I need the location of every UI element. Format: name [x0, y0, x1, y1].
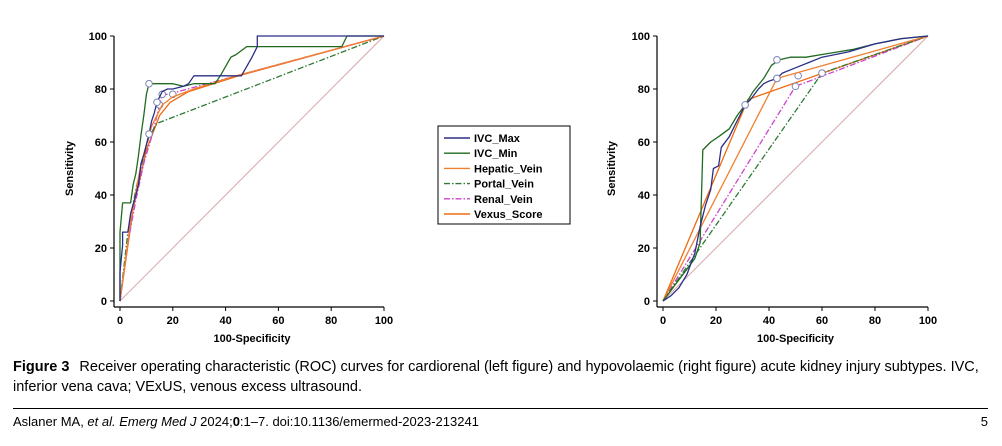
y-tick-label: 80	[95, 84, 107, 96]
series-ivc-max-cutoff-marker	[145, 130, 153, 138]
legend-box	[437, 125, 571, 225]
footer-etal: et al.	[87, 414, 116, 429]
x-axis-title: 100-Specificity	[213, 333, 291, 345]
legend-label-ivc-min: IVC_Min	[474, 148, 518, 160]
x-tick-label: 60	[272, 315, 284, 327]
caption-text: Receiver operating characteristic (ROC) …	[13, 359, 979, 395]
x-tick-label: 20	[167, 315, 179, 327]
series-ivc-min-line	[119, 35, 384, 301]
x-tick-label: 80	[325, 315, 337, 327]
y-tick-label: 60	[638, 137, 650, 149]
legend-label-vexus-score: Vexus_Score	[474, 209, 543, 221]
y-axis-title: Sensitivity	[64, 140, 76, 196]
y-tick-label: 0	[644, 296, 650, 308]
footer-rule	[13, 408, 988, 409]
series-renal-vein-line	[662, 35, 929, 302]
legend-label-hepatic-vein: Hepatic_Vein	[474, 163, 543, 175]
series-ivc-min-cutoff-marker	[145, 79, 153, 88]
footer-journal: Emerg Med J	[115, 414, 197, 429]
x-tick-label: 100	[919, 315, 937, 327]
footer-pages: :1–7. doi:10.1136/emermed-2023-213241	[239, 414, 479, 429]
y-tick-label: 20	[95, 243, 107, 255]
x-tick-label: 40	[763, 315, 775, 327]
y-tick-label: 60	[95, 137, 107, 149]
y-tick-label: 100	[632, 31, 650, 43]
series-ivc-min-cutoff-marker	[773, 56, 781, 64]
series-ivc-max-line	[119, 35, 384, 301]
series-ivc-max-line	[662, 35, 929, 302]
page-number: 5	[980, 414, 988, 429]
roc-chart-cardiorenal: 0 20 40 60 80 100 0 20 40 60 80 100 100-Specificity S…	[64, 31, 393, 345]
legend-label-renal-vein: Renal_Vein	[474, 194, 533, 206]
page-footer: Aslaner MA, et al. Emerg Med J 2024;0:1–…	[13, 414, 988, 429]
footer-volume: 0	[232, 414, 240, 429]
y-tick-label: 80	[638, 84, 650, 96]
series-portal-vein-cutoff-marker	[818, 69, 826, 77]
y-tick-label: 0	[101, 296, 107, 308]
footer-year: 2024;	[196, 414, 233, 429]
series-ivc-max-cutoff-marker	[773, 74, 781, 83]
x-tick-label: 60	[816, 315, 828, 327]
x-axis-title: 100-Specificity	[757, 333, 835, 345]
series-ivc-max-cutoff-marker	[153, 98, 161, 107]
reference-diagonal	[662, 35, 929, 302]
legend: IVC_Max IVC_Min Hepatic_Vein Portal_Vein Ren…	[437, 125, 571, 225]
y-tick-label: 40	[638, 190, 650, 202]
y-tick-label: 40	[95, 190, 107, 202]
x-tick-label: 0	[660, 315, 666, 327]
x-tick-label: 40	[219, 315, 231, 327]
series-ivc-min-line	[662, 35, 929, 302]
x-tick-label: 20	[710, 315, 722, 327]
figure-caption: Figure 3 Receiver operating characteristi…	[13, 357, 988, 397]
footer-author: Aslaner MA,	[13, 414, 88, 429]
x-tick-label: 80	[869, 315, 881, 327]
roc-chart-hypovolaemic: 0 20 40 60 80 100 0 20 40 60 80 100 100-Specificity S…	[606, 31, 937, 345]
x-tick-label: 100	[375, 315, 393, 327]
y-axis-title: Sensitivity	[606, 140, 618, 196]
y-tick-label: 20	[638, 243, 650, 255]
legend-label-ivc-max: IVC_Max	[474, 133, 521, 145]
y-tick-label: 100	[89, 31, 107, 43]
legend-label-portal-vein: Portal_Vein	[474, 179, 534, 191]
series-ivc-max-cutoff-marker	[741, 101, 749, 109]
x-tick-label: 0	[117, 315, 123, 327]
reference-diagonal	[119, 35, 385, 302]
series-renal-vein-cutoff-marker	[791, 82, 800, 91]
figure-label: Figure 3	[13, 359, 70, 375]
roc-figure: 0 20 40 60 80 100 0 20 40 60 80 100 100-Specificity S…	[64, 31, 937, 345]
